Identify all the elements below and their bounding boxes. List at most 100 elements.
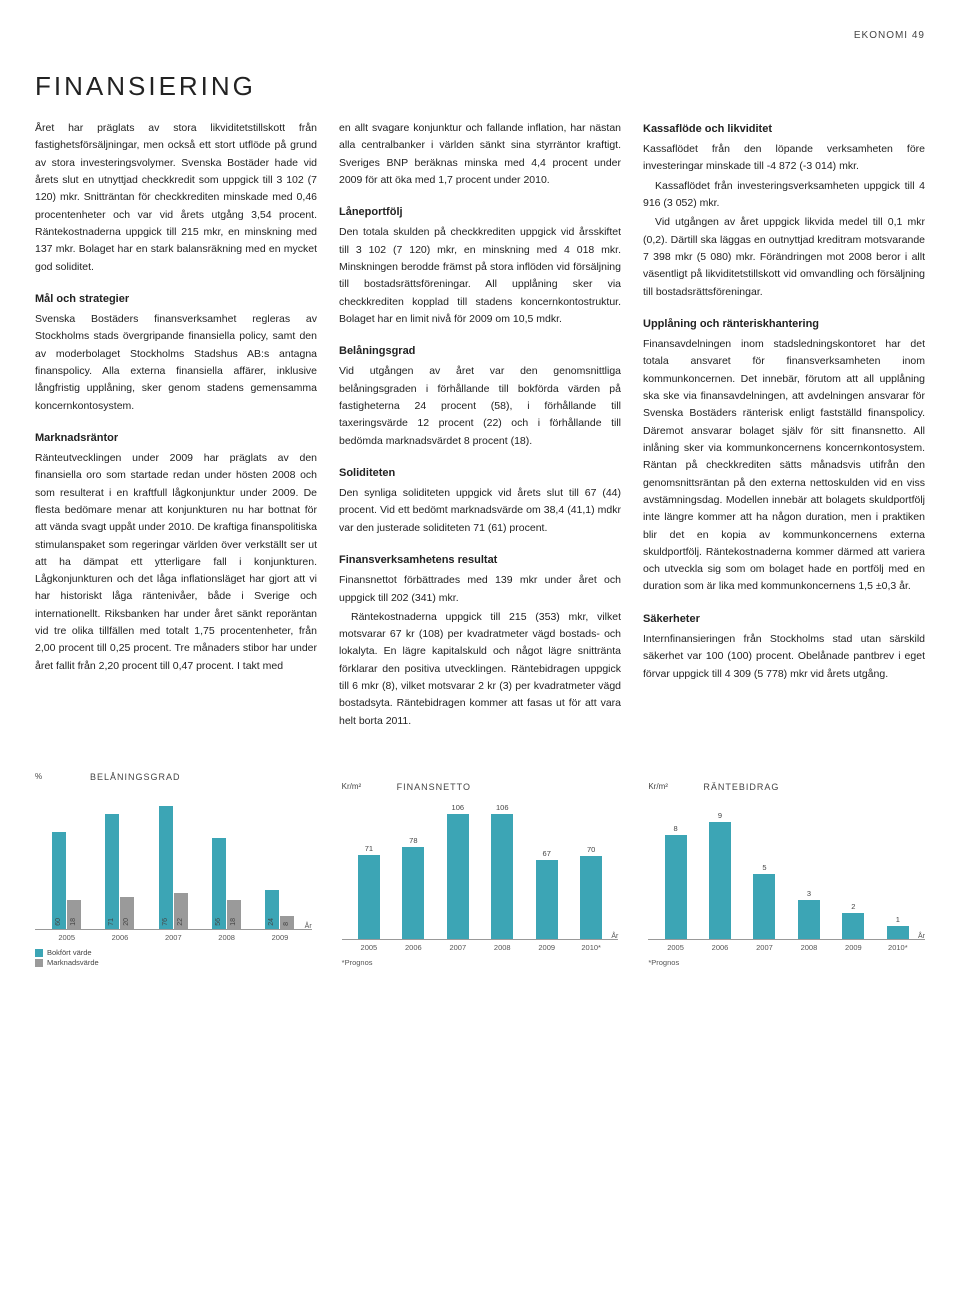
bar-label: 20 [123,918,130,926]
bar-group: 24 8 [254,799,305,929]
bar-label: 106 [452,803,465,812]
page-title: FINANSIERING [35,71,925,102]
bar-group: 67 [525,809,567,939]
bar-label: 22 [177,918,184,926]
chart-area: 71781061066770År [342,795,619,940]
bar-label: 71 [108,918,115,926]
legend-label: Marknadsvärde [47,958,99,967]
bar: 18 [67,900,81,929]
bar-group: 78 [392,809,434,939]
bar: 24 [265,890,279,929]
x-tick: 2008 [788,943,830,952]
body-text: Svenska Bostäders finansverksamhet regle… [35,311,317,415]
chart-belaningsgrad: % BELÅNINGSGRAD 6018712076225618248År 20… [35,772,312,967]
bar-group: 70 [570,809,612,939]
chart-finansnetto: Kr/m² FINANSNETTO 71781061066770År 20052… [342,782,619,967]
x-tick: 2009 [832,943,874,952]
bar: 20 [120,897,134,930]
bar: 2 [842,913,864,939]
body-text: Den synliga soliditeten uppgick vid året… [339,485,621,537]
bar: 18 [227,900,241,929]
x-tick: 2009 [525,943,567,952]
bar-label: 24 [268,918,275,926]
bar: 8 [665,835,687,939]
bar: 71 [105,814,119,929]
bar-label: 71 [365,844,373,853]
legend-item: Bokfört värde [35,948,312,957]
body-text: Finansnettot förbättrades med 139 mkr un… [339,572,621,607]
x-tick: 2010* [570,943,612,952]
bar: 60 [52,832,66,930]
bar: 22 [174,893,188,929]
bar-label: 1 [896,915,900,924]
bar-group: 1 [877,809,919,939]
bar: 70 [580,856,602,939]
x-tick: 2005 [41,933,92,942]
chart-title: BELÅNINGSGRAD [90,772,181,782]
bar: 71 [358,855,380,939]
bar-label: 67 [543,849,551,858]
body-text: Den totala skulden på checkkrediten uppg… [339,224,621,328]
subhead: Upplåning och ränteriskhantering [643,315,925,333]
bar: 3 [798,900,820,939]
subhead: Finansverksamhetens resultat [339,551,621,569]
body-text: Kassaflödet från investeringsverksamhete… [643,178,925,213]
page-header: EKONOMI 49 [35,30,925,41]
body-text: Räntekostnaderna uppgick till 215 (353) … [339,609,621,730]
bar-group: 76 22 [148,799,199,929]
chart-ylabel: Kr/m² [648,782,925,791]
bar-label: 76 [162,918,169,926]
legend-item: Marknadsvärde [35,958,312,967]
bar-group: 9 [699,809,741,939]
subhead: Kassaflöde och likviditet [643,120,925,138]
bar: 56 [212,838,226,929]
chart-rantebidrag: Kr/m² RÄNTEBIDRAG 895321År 2005200620072… [648,782,925,967]
x-tick: 2007 [437,943,479,952]
body-text: Vid utgången av året uppgick likvida med… [643,214,925,301]
x-tick: 2009 [254,933,305,942]
column-3: Kassaflöde och likviditet Kassaflödet fr… [643,120,925,732]
x-tick: 2008 [481,943,523,952]
bar: 8 [280,916,294,929]
axis-label: År [305,923,312,930]
chart-area: 895321År [648,795,925,940]
axis-label: År [918,933,925,940]
legend-label: Bokfört värde [47,948,92,957]
axis-label: År [611,933,618,940]
bar-label: 18 [70,918,77,926]
x-tick: 2010* [877,943,919,952]
chart-title: RÄNTEBIDRAG [703,782,779,792]
x-axis: 200520062007200820092010* [648,940,925,952]
bar: 106 [491,814,513,939]
bar: 1 [887,926,909,939]
bar: 67 [536,860,558,939]
subhead: Mål och strategier [35,290,317,308]
bar-group: 106 [437,809,479,939]
x-tick: 2006 [94,933,145,942]
bar: 5 [753,874,775,939]
body-text: Finansavdelningen inom stadsledningskont… [643,336,925,596]
body-text: Kassaflödet från den löpande verksamhete… [643,141,925,176]
bar: 78 [402,847,424,939]
charts-row: % BELÅNINGSGRAD 6018712076225618248År 20… [35,772,925,967]
x-tick: 2007 [743,943,785,952]
body-text: Året har präglats av stora likviditetsti… [35,120,317,276]
body-text: en allt svagare konjunktur och fallande … [339,120,621,189]
bar-label: 106 [496,803,509,812]
bar-group: 71 [348,809,390,939]
x-tick: 2006 [699,943,741,952]
bar-label: 70 [587,845,595,854]
bar-label: 60 [55,918,62,926]
x-tick: 2006 [392,943,434,952]
legend-swatch [35,959,43,967]
bar-label: 9 [718,811,722,820]
body-text: Ränteutvecklingen under 2009 har präglat… [35,450,317,675]
bar-label: 56 [215,918,222,926]
bar-label: 78 [409,836,417,845]
bar-group: 3 [788,809,830,939]
body-text: Vid utgången av året var den genomsnittl… [339,363,621,450]
bar-label: 3 [807,889,811,898]
bar: 9 [709,822,731,939]
bar-label: 8 [283,922,290,926]
chart-footnote: *Prognos [342,958,619,967]
